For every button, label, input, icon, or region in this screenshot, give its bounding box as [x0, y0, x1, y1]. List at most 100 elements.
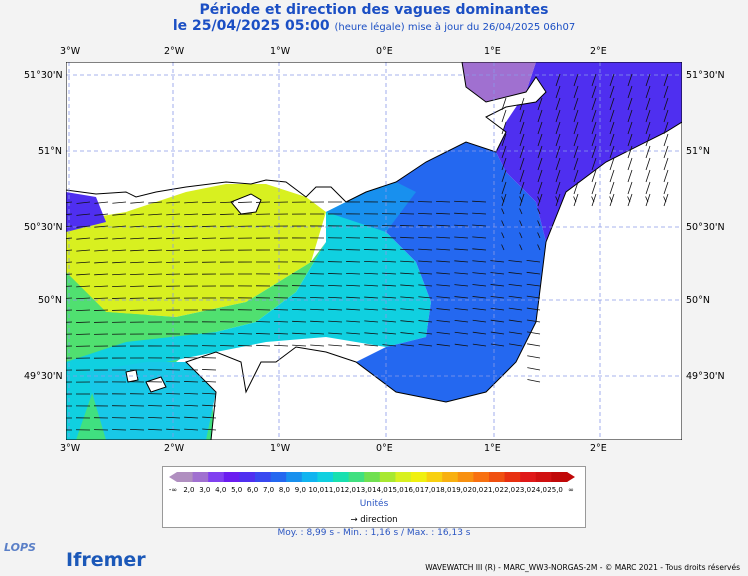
direction-arrow: [454, 248, 469, 251]
direction-arrow: [364, 308, 379, 311]
direction-arrow: [148, 249, 163, 252]
direction-arrow: [609, 85, 615, 99]
lat-label-right: 51°30'N: [686, 70, 725, 81]
direction-arrow: [418, 284, 433, 287]
direction-arrow: [609, 157, 615, 171]
direction-arrow: [501, 181, 507, 195]
direction-arrow: [418, 224, 433, 227]
direction-arrow: [202, 201, 217, 204]
direction-arrow: [112, 201, 127, 204]
legend-value: 15,0: [388, 486, 404, 494]
direction-arrow: [166, 404, 181, 407]
direction-arrow: [573, 85, 579, 99]
legend-value: 2,0: [183, 486, 195, 494]
direction-arrow: [346, 320, 361, 323]
direction-arrow: [490, 307, 505, 311]
direction-arrow: [112, 213, 127, 216]
sea-zone-westviolet: [66, 192, 106, 232]
direction-arrow: [573, 97, 579, 111]
direction-arrow: [184, 237, 199, 239]
direction-arrow: [364, 284, 379, 287]
direction-arrow: [501, 193, 507, 207]
direction-arrow: [220, 213, 235, 215]
legend-value: 24,0: [531, 486, 547, 494]
direction-arrow: [328, 308, 343, 311]
direction-arrow: [591, 121, 597, 135]
legend-value: ∞: [568, 486, 574, 494]
direction-arrow: [645, 181, 651, 195]
direction-arrow: [537, 169, 543, 183]
direction-arrow: [94, 201, 109, 204]
direction-arrow: [166, 416, 181, 419]
direction-arrow: [573, 73, 579, 87]
direction-arrow: [310, 320, 325, 323]
direction-arrow: [346, 296, 361, 299]
direction-arrow: [184, 213, 199, 216]
direction-arrow: [454, 224, 469, 227]
direction-arrow: [555, 145, 561, 159]
legend-swatch: [442, 472, 459, 482]
direction-arrow: [184, 404, 199, 407]
direction-arrow: [609, 133, 615, 147]
direction-arrow: [292, 344, 307, 347]
direction-arrow: [400, 260, 415, 263]
direction-arrow: [436, 308, 451, 311]
lat-label-right: 51°N: [686, 146, 710, 157]
legend-value: -∞: [168, 486, 178, 494]
direction-arrow: [663, 157, 669, 171]
legend-value: 25,0: [547, 486, 563, 494]
direction-arrow: [148, 201, 163, 204]
direction-arrow: [292, 332, 307, 335]
direction-arrow: [472, 296, 487, 299]
legend-value: 16,0: [404, 486, 420, 494]
ifremer-logo: Ifremer: [66, 549, 146, 571]
lon-label-top: 0°E: [376, 46, 393, 57]
direction-arrow: [591, 193, 597, 207]
direction-arrow: [472, 343, 487, 347]
direction-arrow: [166, 249, 181, 251]
subtitle-date: le 25/04/2025 05:00: [172, 18, 330, 34]
direction-arrow: [202, 225, 217, 227]
direction-arrow: [364, 249, 379, 251]
direction-arrow: [148, 428, 163, 431]
direction-arrow: [436, 320, 451, 323]
legend-swatch: [348, 472, 365, 482]
direction-arrow: [609, 109, 615, 123]
direction-arrow: [627, 169, 633, 183]
direction-arrow: [591, 169, 597, 183]
direction-arrow: [627, 121, 633, 135]
lat-label-left: 50°N: [38, 295, 62, 306]
legend-swatch: [223, 472, 240, 482]
direction-arrow: [472, 272, 487, 275]
wave-map[interactable]: [57, 61, 683, 441]
direction-arrow: [454, 284, 469, 287]
lon-label-top: 1°W: [270, 46, 291, 57]
legend-value: 6,0: [247, 486, 259, 494]
direction-arrow: [418, 272, 433, 275]
direction-arrow: [184, 225, 199, 228]
direction-arrow: [76, 309, 91, 312]
direction-arrow: [418, 343, 433, 347]
direction-arrow: [310, 332, 325, 335]
direction-arrow: [418, 213, 433, 215]
direction-arrow: [663, 85, 669, 99]
direction-arrow: [609, 181, 615, 195]
direction-arrow: [94, 237, 109, 240]
direction-arrow: [94, 273, 109, 276]
legend-swatch: [504, 472, 521, 482]
direction-arrow: [555, 85, 561, 99]
legend-swatch: [192, 472, 209, 482]
direction-arrow: [130, 201, 145, 204]
direction-arrow: [645, 157, 651, 171]
direction-arrow: [364, 296, 379, 299]
direction-arrow: [400, 320, 415, 323]
direction-arrow: [573, 193, 579, 207]
direction-arrow: [76, 321, 91, 323]
direction-arrow: [627, 181, 633, 195]
direction-arrow: [436, 236, 451, 239]
direction-arrow: [591, 157, 597, 171]
direction-arrow: [112, 237, 127, 240]
direction-arrow: [627, 145, 633, 159]
legend-value: 13,0: [356, 486, 372, 494]
direction-arrow: [591, 145, 597, 159]
